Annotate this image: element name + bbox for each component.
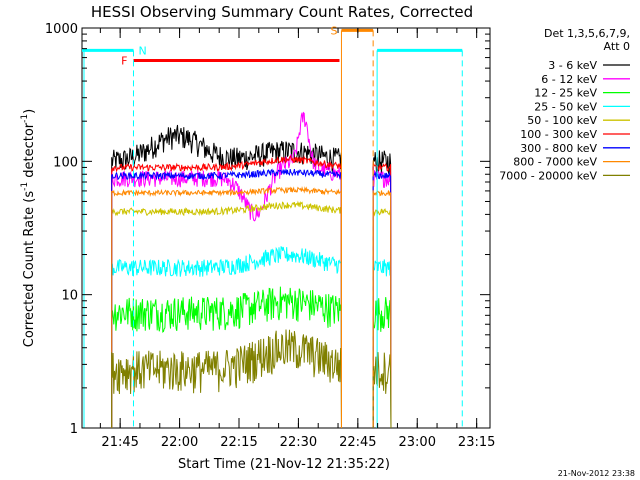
x-tick-label: 21:45	[101, 435, 138, 450]
flag-n-label: N	[138, 44, 146, 57]
legend-label: 6 - 12 keV	[541, 73, 597, 86]
plot-frame	[81, 27, 491, 429]
y-label-end: )	[22, 109, 37, 114]
series-line	[111, 245, 392, 429]
x-tick-label: 23:15	[458, 435, 495, 450]
x-tick-label: 22:00	[161, 435, 198, 450]
y-label-sup1: -1	[20, 182, 30, 191]
series-line	[111, 200, 392, 429]
legend-label: 300 - 800 keV	[520, 142, 597, 155]
series-line	[111, 168, 392, 429]
legend-title-attenuator: Att 0	[604, 40, 630, 53]
x-tick-label: 23:00	[399, 435, 436, 450]
y-label-main: Corrected Count Rate (s	[22, 191, 37, 348]
y-label-mid: detector	[22, 122, 37, 182]
x-tick-label: 22:45	[339, 435, 376, 450]
y-axis-label: Corrected Count Rate (s-1 detector-1)	[20, 109, 37, 347]
x-axis-label: Start Time (21-Nov-12 21:35:22)	[178, 457, 390, 472]
x-tick-label: 22:30	[280, 435, 317, 450]
series-line	[111, 155, 392, 429]
legend-label: 7000 - 20000 keV	[499, 169, 597, 182]
legend-title-detectors: Det 1,3,5,6,7,9,	[544, 27, 630, 40]
x-axis: 21:45 22:00 22:15 22:30 22:45 23:00 23:15	[99, 28, 495, 450]
flag-f-label: F	[121, 55, 127, 68]
legend-label: 12 - 25 keV	[534, 87, 597, 100]
series-line	[111, 186, 392, 429]
legend-label: 100 - 300 keV	[520, 128, 597, 141]
y-tick-label: 1000	[45, 22, 78, 37]
plot-area: F S N 1 10 100 1000 21:45 22:00 22:15 22:30 22:45…	[45, 22, 495, 450]
series-line	[111, 124, 392, 429]
footer-date: 21-Nov-2012 23:38	[558, 469, 635, 478]
legend-label: 800 - 7000 keV	[513, 156, 597, 169]
chart-title: HESSI Observing Summary Count Rates, Cor…	[91, 3, 473, 21]
y-tick-label: 10	[61, 289, 78, 304]
x-tick-label: 22:15	[220, 435, 257, 450]
series-line	[111, 329, 392, 429]
y-axis: 1 10 100 1000	[45, 22, 490, 437]
flag-s-label: S	[330, 24, 337, 37]
y-tick-label: 1	[70, 422, 78, 437]
legend-label: 3 - 6 keV	[548, 59, 597, 72]
legend-label: 25 - 50 keV	[534, 100, 597, 113]
legend-label: 50 - 100 keV	[527, 114, 597, 127]
marker-layer: F S N	[82, 24, 463, 428]
y-tick-label: 100	[53, 155, 78, 170]
y-label-sup2: -1	[20, 114, 30, 123]
series-layer	[111, 111, 392, 429]
series-line	[111, 286, 392, 429]
